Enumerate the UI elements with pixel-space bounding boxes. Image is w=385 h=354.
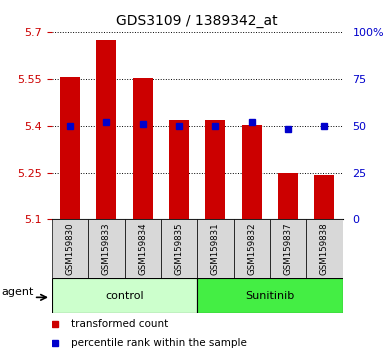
Bar <box>60 77 80 219</box>
Bar <box>197 278 343 313</box>
Bar <box>197 219 234 278</box>
Text: GSM159832: GSM159832 <box>247 222 256 275</box>
Bar <box>315 175 335 219</box>
Text: GSM159833: GSM159833 <box>102 222 111 275</box>
Bar <box>278 173 298 219</box>
Text: GSM159830: GSM159830 <box>65 222 75 275</box>
Text: control: control <box>105 291 144 301</box>
Bar <box>97 40 117 219</box>
Bar <box>242 125 262 219</box>
Text: GSM159837: GSM159837 <box>284 222 293 275</box>
Bar <box>161 219 197 278</box>
Text: GSM159835: GSM159835 <box>175 222 184 275</box>
Title: GDS3109 / 1389342_at: GDS3109 / 1389342_at <box>117 14 278 28</box>
Bar <box>88 219 125 278</box>
Text: transformed count: transformed count <box>71 319 168 329</box>
Bar <box>133 79 153 219</box>
Bar <box>206 120 226 219</box>
Text: GSM159838: GSM159838 <box>320 222 329 275</box>
Text: agent: agent <box>1 287 33 297</box>
Text: Sunitinib: Sunitinib <box>245 291 295 301</box>
Text: GSM159831: GSM159831 <box>211 222 220 275</box>
Bar <box>270 219 306 278</box>
Bar <box>169 120 189 219</box>
Bar <box>125 219 161 278</box>
Bar <box>306 219 343 278</box>
Text: GSM159834: GSM159834 <box>138 222 147 275</box>
Bar <box>52 278 197 313</box>
Bar <box>52 219 88 278</box>
Text: percentile rank within the sample: percentile rank within the sample <box>71 338 247 348</box>
Bar <box>234 219 270 278</box>
